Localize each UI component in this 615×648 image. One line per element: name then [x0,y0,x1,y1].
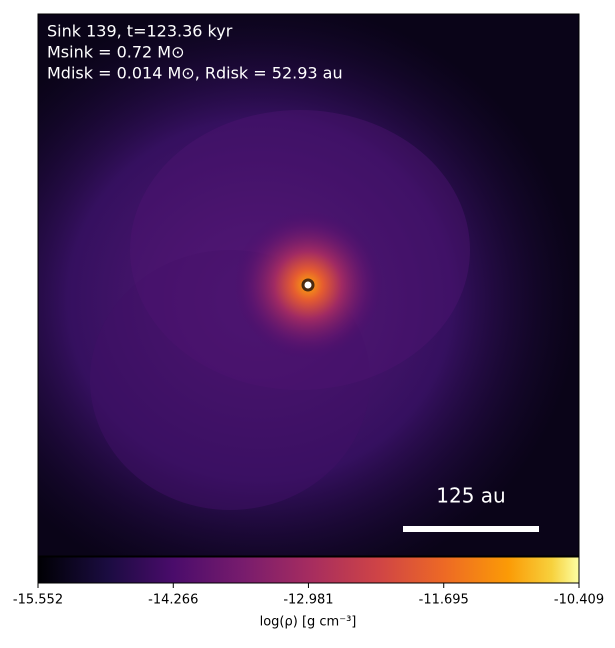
sink-marker [301,278,315,292]
tick-label: -11.695 [419,593,469,608]
scale-label: 125 au [436,484,505,508]
annotation: Msink = 0.72 M⊙ [47,43,185,62]
density-map [38,14,579,556]
scale-bar [403,526,539,532]
tick-label: -10.409 [554,593,604,608]
tick-label: -14.266 [148,593,198,608]
colorbar [37,556,580,584]
tick-label: -15.552 [13,593,63,608]
annotation: Sink 139, t=123.36 kyr [47,22,233,41]
tick-label: -12.981 [283,593,333,608]
annotation: Mdisk = 0.014 M⊙, Rdisk = 52.93 au [47,64,343,83]
colorbar-label: log(ρ) [g cm⁻³] [260,615,357,630]
frame [37,13,580,557]
